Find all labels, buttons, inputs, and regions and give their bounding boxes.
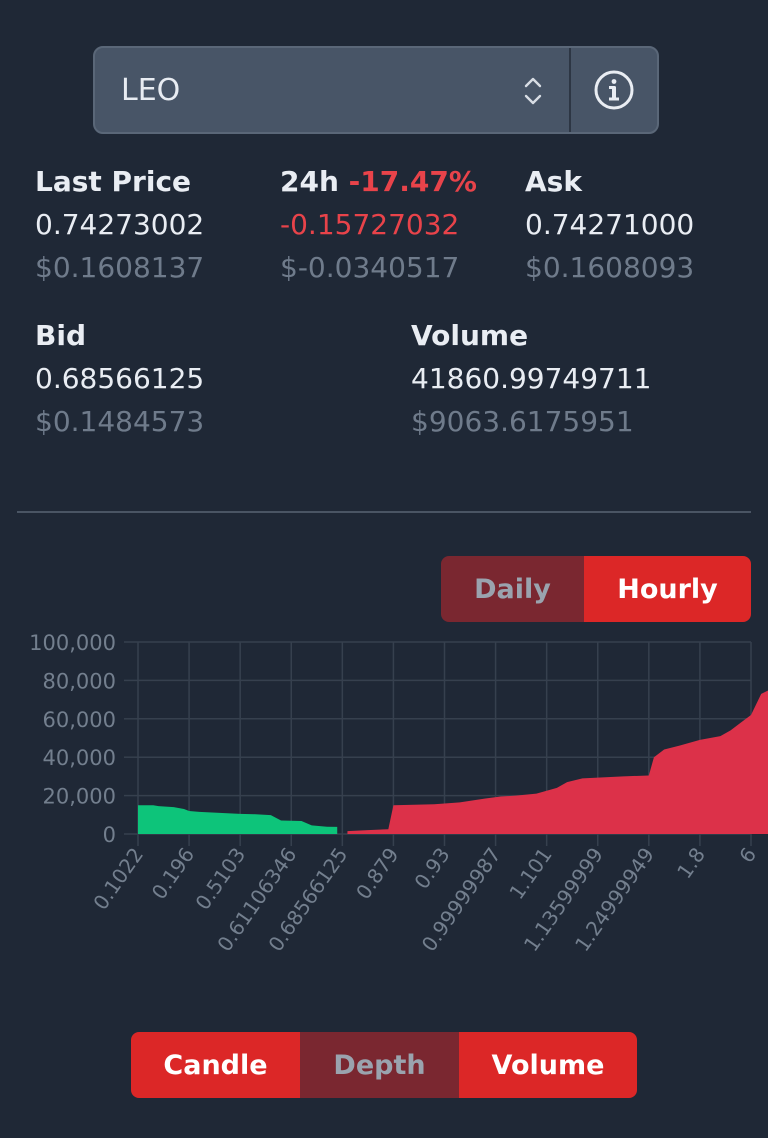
y-tick-label: 20,000	[43, 785, 116, 809]
x-tick-label: 0.93	[409, 843, 454, 893]
stat-bid: Bid 0.68566125 $0.1484573	[35, 314, 204, 443]
stat-volume: Volume 41860.99749711 $9063.6175951	[411, 314, 652, 443]
y-axis: 100,000 80,000 60,000 40,000 20,000 0	[29, 631, 116, 847]
ask-usd: $0.1608093	[525, 251, 695, 284]
bid-label: Bid	[35, 319, 86, 352]
x-tick-label: 0.879	[351, 843, 404, 904]
change-24h-usd: $-0.0340517	[280, 251, 460, 284]
token-select-value: LEO	[121, 72, 181, 108]
last-price-value: 0.74273002	[35, 208, 205, 241]
x-axis: 0.10220.1960.51030.611063460.685661250.8…	[88, 843, 761, 956]
x-tick-label: 6	[734, 843, 761, 867]
token-select[interactable]: LEO	[95, 48, 571, 132]
candle-button[interactable]: Candle	[131, 1032, 300, 1098]
y-tick-label: 60,000	[43, 708, 116, 732]
last-price-label: Last Price	[35, 165, 192, 198]
change-24h-label: 24h	[280, 165, 339, 198]
chevron-up-down-icon	[524, 77, 542, 105]
y-tick-label: 100,000	[29, 631, 116, 655]
change-24h-percent: -17.47%	[348, 165, 477, 198]
divider	[17, 511, 751, 513]
bid-value: 0.68566125	[35, 362, 205, 395]
stat-ask: Ask 0.74271000 $0.1608093	[525, 160, 694, 289]
volume-label: Volume	[411, 319, 529, 352]
stat-last-price: Last Price 0.74273002 $0.1608137	[35, 160, 204, 289]
x-tick-label: 0.196	[147, 843, 200, 904]
ask-depth-area	[347, 690, 768, 834]
stat-24h-change: 24h -17.47% -0.15727032 $-0.0340517	[280, 160, 477, 289]
volume-button[interactable]: Volume	[459, 1032, 637, 1098]
x-tick-label: 1.101	[504, 843, 557, 904]
chart-type-toggle: Candle Depth Volume	[131, 1032, 637, 1098]
y-tick-label: 0	[103, 823, 116, 847]
info-icon	[594, 70, 634, 110]
change-24h-header: 24h -17.47%	[280, 160, 477, 203]
chart-areas	[138, 690, 768, 834]
volume-usd: $9063.6175951	[411, 405, 634, 438]
bid-usd: $0.1484573	[35, 405, 205, 438]
x-tick-label: 0.1022	[88, 843, 148, 914]
info-button[interactable]	[571, 48, 657, 132]
period-toggle: Daily Hourly	[441, 556, 751, 622]
y-tick-label: 80,000	[43, 669, 116, 693]
x-tick-label: 1.8	[672, 843, 710, 883]
ask-label: Ask	[525, 165, 582, 198]
y-tick-label: 40,000	[43, 746, 116, 770]
change-24h-value: -0.15727032	[280, 208, 460, 241]
ask-value: 0.74271000	[525, 208, 695, 241]
hourly-button[interactable]: Hourly	[584, 556, 751, 622]
depth-button[interactable]: Depth	[300, 1032, 459, 1098]
bid-depth-area	[138, 805, 338, 834]
last-price-usd: $0.1608137	[35, 251, 205, 284]
volume-value: 41860.99749711	[411, 362, 652, 395]
token-selector[interactable]: LEO	[93, 46, 659, 134]
daily-button[interactable]: Daily	[441, 556, 584, 622]
